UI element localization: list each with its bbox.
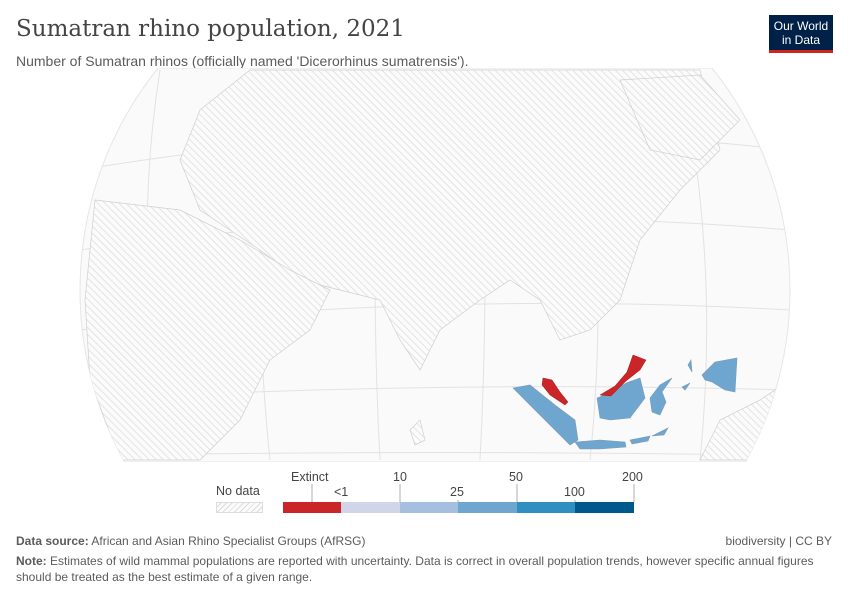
legend-label-extinct: Extinct [291,470,329,484]
note-label: Note: [16,554,47,568]
legend-swatch-10-25[interactable] [400,502,458,513]
legend-swatch-50-100[interactable] [517,502,575,513]
legend-tick-50: 50 [509,470,523,484]
legend-ticks [311,484,635,502]
legend-label-lt1: <1 [334,485,349,499]
legend-no-data-label: No data [216,484,260,498]
legend-swatch-lt1[interactable] [341,502,400,513]
world-map[interactable] [0,68,850,462]
legend-tick-200: 200 [622,470,643,484]
legend-tick-25: 25 [450,485,464,499]
legend-tick-10: 10 [393,470,407,484]
legend-color-bar [283,502,634,513]
data-source: Data source: African and Asian Rhino Spe… [16,533,366,549]
note: Note: Estimates of wild mammal populatio… [16,553,816,585]
footer-right[interactable]: biodiversity | CC BY [725,534,832,548]
legend-tick-100: 100 [564,485,585,499]
owid-logo[interactable]: Our World in Data [769,15,833,53]
legend-swatch-100-200[interactable] [575,502,634,513]
data-source-text[interactable]: African and Asian Rhino Specialist Group… [91,534,366,548]
legend-no-data-swatch[interactable] [216,502,263,513]
chart-title: Sumatran rhino population, 2021 [16,16,405,42]
legend-swatch-extinct[interactable] [283,502,341,513]
indonesia[interactable] [512,357,738,450]
legend-swatch-25-50[interactable] [458,502,517,513]
chart-subtitle: Number of Sumatran rhinos (officially na… [16,53,469,69]
note-text: Estimates of wild mammal populations are… [16,554,814,584]
data-source-label: Data source: [16,534,89,548]
malaysia[interactable] [541,354,647,406]
